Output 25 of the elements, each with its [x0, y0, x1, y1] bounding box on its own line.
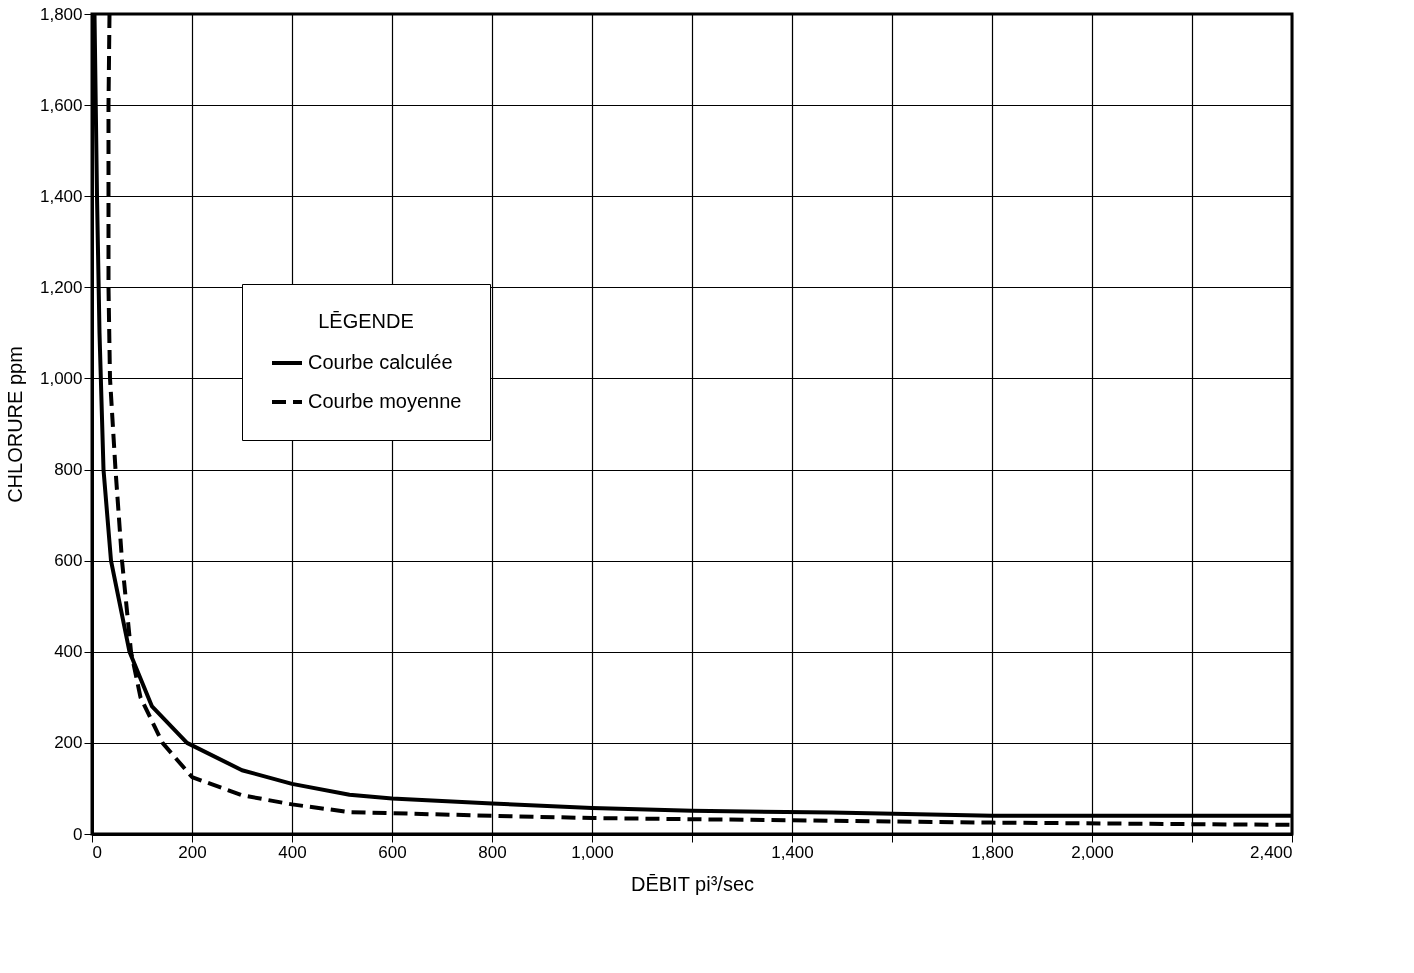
x-tick-label: 2,400 — [1249, 842, 1293, 862]
x-tick-label: 200 — [178, 842, 207, 862]
x-tick-label: 0 — [92, 842, 102, 862]
legend-label: Courbe calculée — [308, 351, 453, 373]
y-tick-label: 0 — [73, 824, 83, 844]
x-tick-label: 2,000 — [1071, 842, 1114, 862]
x-tick-label: 400 — [278, 842, 307, 862]
x-tick-label: 1,000 — [571, 842, 614, 862]
x-axis-title: DĒBIT pi³/sec — [631, 872, 754, 895]
y-tick-label: 400 — [54, 642, 83, 662]
y-tick-label: 1,000 — [39, 368, 83, 388]
legend-title: LĒGENDE — [318, 310, 414, 332]
y-tick-label: 600 — [54, 551, 83, 571]
y-tick-label: 1,800 — [39, 4, 83, 24]
y-tick-label: 1,200 — [39, 277, 83, 297]
y-tick-label: 800 — [54, 460, 83, 480]
y-axis-title: CHLORURE ppm — [3, 346, 26, 503]
x-tick-label: 800 — [478, 842, 507, 862]
y-tick-label: 1,600 — [39, 95, 83, 115]
x-tick-label: 1,800 — [971, 842, 1014, 862]
y-tick-label: 1,400 — [39, 186, 83, 206]
x-tick-label: 1,400 — [771, 842, 814, 862]
x-tick-label: 600 — [378, 842, 407, 862]
legend-label: Courbe moyenne — [308, 390, 462, 412]
y-tick-label: 200 — [54, 733, 83, 753]
